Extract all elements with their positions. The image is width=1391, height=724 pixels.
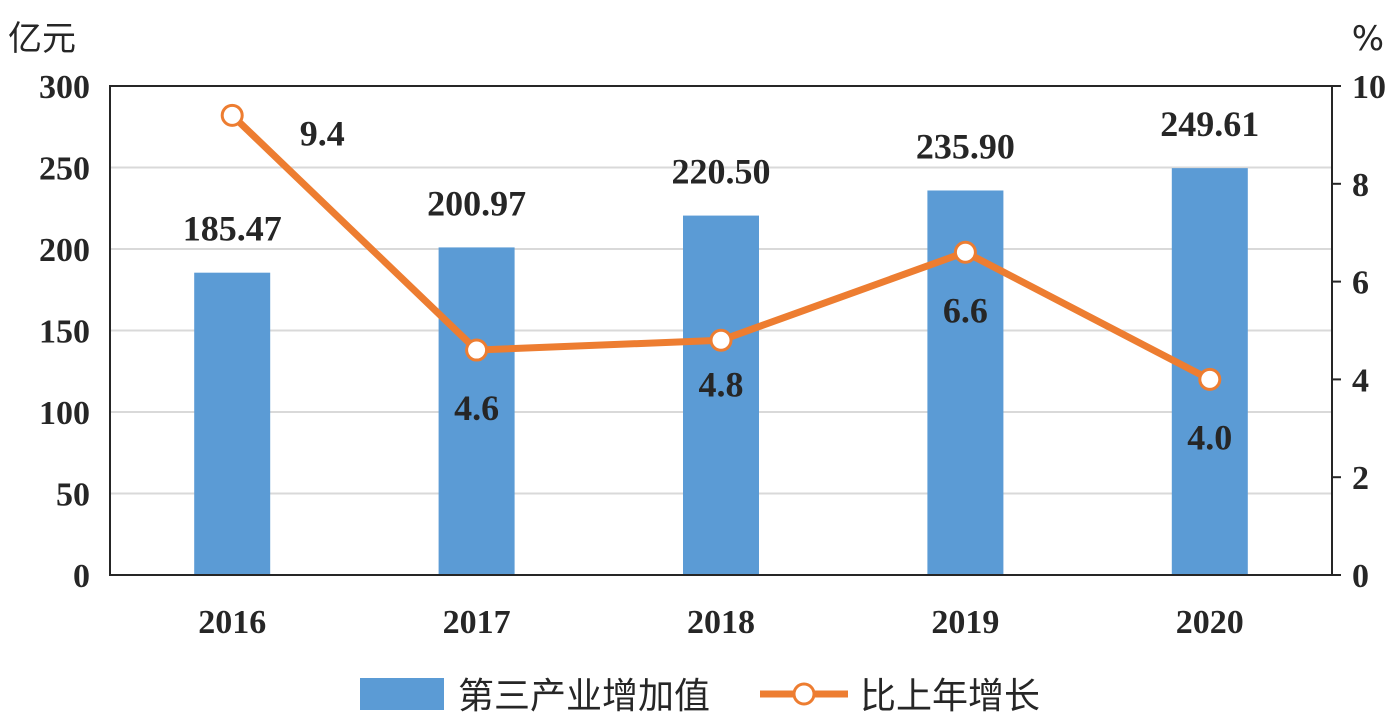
line-data-label: 4.6: [454, 388, 499, 428]
left-tick-label: 50: [56, 477, 90, 514]
left-axis-unit: 亿元: [8, 19, 76, 59]
x-tick-label: 2018: [687, 604, 755, 641]
right-tick-label: 0: [1352, 558, 1369, 595]
left-tick-label: 300: [39, 69, 90, 106]
bar-data-label: 235.90: [916, 126, 1015, 166]
line-point: [953, 240, 977, 264]
x-tick-label: 2016: [198, 604, 266, 641]
legend-label-line: 比上年增长: [860, 676, 1040, 717]
bar-series: [194, 168, 1248, 576]
line-point: [1198, 367, 1222, 391]
x-tick-label: 2019: [931, 604, 999, 641]
line-point: [465, 338, 489, 362]
line-point: [709, 328, 733, 352]
x-tick-label: 2020: [1176, 604, 1244, 641]
left-tick-label: 200: [39, 232, 90, 269]
line-data-label: 6.6: [943, 290, 988, 330]
x-tick-label: 2017: [443, 604, 511, 641]
line-series: [220, 103, 1222, 391]
left-tick-label: 250: [39, 151, 90, 188]
left-tick-label: 100: [39, 395, 90, 432]
line-point: [220, 103, 244, 127]
bar-data-labels: 185.47 200.97 220.50 235.90 249.61: [183, 104, 1260, 249]
line-data-labels: 9.4 4.6 4.8 6.6 4.0: [300, 113, 1233, 457]
plot-frame: [109, 85, 1333, 576]
bar-data-label: 185.47: [183, 209, 282, 249]
legend-label-bar: 第三产业增加值: [458, 676, 710, 717]
bar: [194, 272, 271, 575]
legend-swatch-bar: [360, 678, 444, 710]
right-tick-label: 6: [1352, 265, 1369, 302]
axes: [109, 85, 1341, 576]
bar: [438, 247, 515, 576]
line-data-label: 9.4: [300, 113, 345, 153]
bar-data-label: 200.97: [427, 183, 526, 223]
bar: [683, 215, 759, 575]
right-tick-label: 10: [1352, 69, 1386, 106]
left-axis-ticks: 0 50 100 150 200 250 300: [39, 69, 90, 595]
left-tick-label: 150: [39, 314, 90, 351]
legend: 第三产业增加值 比上年增长: [360, 676, 1040, 717]
right-axis-ticks: 0 2 4 6 8 10: [1352, 69, 1386, 595]
line-data-label: 4.8: [699, 364, 744, 404]
bar-data-label: 249.61: [1160, 104, 1259, 144]
right-tick-label: 2: [1352, 460, 1369, 497]
right-tick-label: 4: [1352, 362, 1369, 399]
legend-swatch-marker: [792, 682, 816, 706]
right-tick-label: 8: [1352, 167, 1369, 204]
left-tick-label: 0: [73, 558, 90, 595]
line-data-label: 4.0: [1187, 417, 1232, 457]
x-axis-ticks: 2016 2017 2018 2019 2020: [198, 604, 1244, 641]
right-axis-unit: %: [1352, 19, 1384, 59]
bar-data-label: 220.50: [672, 152, 771, 192]
